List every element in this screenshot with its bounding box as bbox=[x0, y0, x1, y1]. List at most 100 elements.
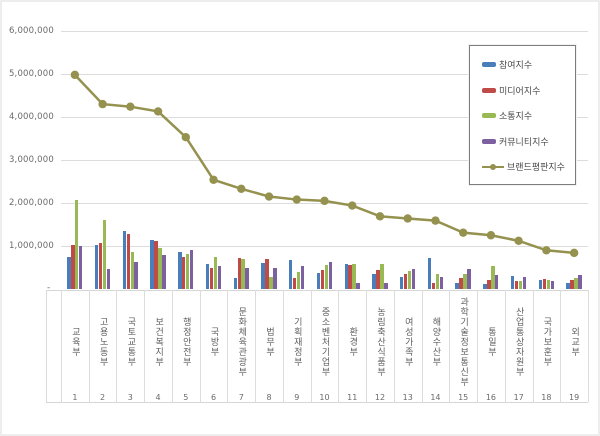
bar bbox=[122, 230, 127, 289]
y-tick-label: 2,000,000 bbox=[8, 197, 54, 208]
bar bbox=[384, 282, 388, 289]
category-label: 교육부 bbox=[69, 327, 80, 357]
column-separator bbox=[116, 290, 118, 402]
bar bbox=[566, 282, 570, 289]
y-tick-label: 3,000,000 bbox=[8, 154, 54, 165]
line-marker bbox=[237, 184, 246, 194]
bar bbox=[403, 274, 408, 289]
category-label: 국토교통부 bbox=[125, 317, 136, 367]
y-gridline bbox=[61, 31, 588, 32]
bar bbox=[356, 283, 360, 289]
line-marker bbox=[98, 99, 107, 109]
bar bbox=[293, 278, 297, 289]
category-number: 3 bbox=[127, 392, 133, 402]
bar bbox=[189, 250, 194, 289]
category-label: 기획재정부 bbox=[291, 317, 302, 367]
legend-swatch-bar-green bbox=[482, 113, 496, 119]
bar bbox=[522, 276, 527, 289]
column-separator bbox=[282, 290, 284, 402]
y-tick-label: 5,000,000 bbox=[8, 68, 54, 79]
category-label: 환경부 bbox=[347, 327, 358, 357]
bar bbox=[344, 263, 348, 289]
legend-line-marker-icon bbox=[490, 163, 496, 170]
bar bbox=[217, 266, 222, 289]
bar bbox=[237, 258, 241, 289]
column-separator bbox=[88, 290, 90, 402]
column-separator bbox=[171, 290, 173, 402]
bar bbox=[455, 282, 459, 289]
column-separator bbox=[449, 290, 451, 402]
bar bbox=[98, 243, 103, 289]
category-number: 2 bbox=[100, 392, 106, 402]
line-marker bbox=[542, 246, 551, 255]
category-number: 19 bbox=[569, 392, 580, 402]
line-marker bbox=[569, 248, 579, 258]
bar bbox=[550, 280, 554, 289]
bar bbox=[578, 274, 582, 289]
category-label: 과학기술정보통신부 bbox=[458, 297, 469, 387]
column-separator bbox=[255, 290, 257, 402]
category-label: 농림축산식품부 bbox=[374, 307, 385, 377]
bar bbox=[348, 265, 352, 289]
bar bbox=[178, 252, 182, 289]
column-separator bbox=[421, 290, 423, 402]
bar bbox=[328, 261, 333, 289]
category-label: 국가보훈부 bbox=[541, 317, 552, 367]
bar bbox=[324, 265, 329, 289]
line-marker bbox=[375, 212, 385, 221]
column-separator bbox=[144, 290, 146, 402]
bar bbox=[261, 262, 265, 289]
bar bbox=[182, 256, 186, 289]
bar bbox=[435, 273, 440, 289]
column-separator bbox=[366, 290, 368, 402]
bar bbox=[79, 245, 83, 289]
x-axis-line bbox=[46, 289, 588, 291]
bar bbox=[518, 281, 523, 289]
line-marker bbox=[458, 228, 468, 237]
line-marker bbox=[153, 107, 163, 116]
category-number: 13 bbox=[402, 392, 413, 402]
bar bbox=[158, 248, 162, 289]
bar bbox=[487, 279, 491, 289]
y-tick-label: 4,000,000 bbox=[8, 111, 54, 122]
legend-item: 브랜드평판지수 bbox=[470, 154, 575, 180]
bar bbox=[273, 268, 277, 289]
bar bbox=[296, 271, 301, 289]
category-number: 18 bbox=[541, 392, 552, 402]
bar bbox=[574, 278, 578, 289]
bar bbox=[467, 269, 471, 289]
legend-item: 커뮤니티지수 bbox=[470, 129, 575, 155]
legend-label: 브랜드평판지수 bbox=[507, 163, 565, 174]
bar bbox=[162, 255, 166, 289]
legend-item: 소통지수 bbox=[470, 103, 575, 129]
bar bbox=[241, 259, 245, 289]
bar bbox=[75, 200, 79, 289]
category-number: 6 bbox=[211, 392, 217, 402]
bar bbox=[150, 239, 154, 289]
bar bbox=[459, 278, 463, 289]
bar bbox=[102, 219, 107, 289]
bar bbox=[463, 274, 467, 289]
column-separator bbox=[310, 290, 312, 402]
column-separator bbox=[477, 290, 479, 402]
category-label: 중소벤처기업부 bbox=[319, 307, 330, 377]
category-label: 해양수산부 bbox=[430, 317, 441, 367]
bar bbox=[186, 253, 190, 289]
bar bbox=[400, 277, 404, 289]
category-label: 고용노동부 bbox=[97, 317, 108, 367]
line-marker bbox=[264, 192, 274, 201]
bar bbox=[352, 263, 356, 289]
y-tick-label: 1,000,000 bbox=[8, 240, 54, 251]
y-zero-label: - bbox=[47, 283, 51, 293]
category-number: 7 bbox=[238, 392, 244, 402]
category-number: 10 bbox=[319, 392, 330, 402]
category-number: 9 bbox=[294, 392, 300, 402]
column-separator bbox=[199, 290, 201, 402]
y-tick-label: 6,000,000 bbox=[8, 25, 54, 36]
bar bbox=[320, 270, 325, 289]
category-number: 8 bbox=[266, 392, 272, 402]
category-number: 14 bbox=[430, 392, 441, 402]
line-marker bbox=[431, 216, 440, 225]
legend-label: 커뮤니티지수 bbox=[499, 137, 549, 148]
